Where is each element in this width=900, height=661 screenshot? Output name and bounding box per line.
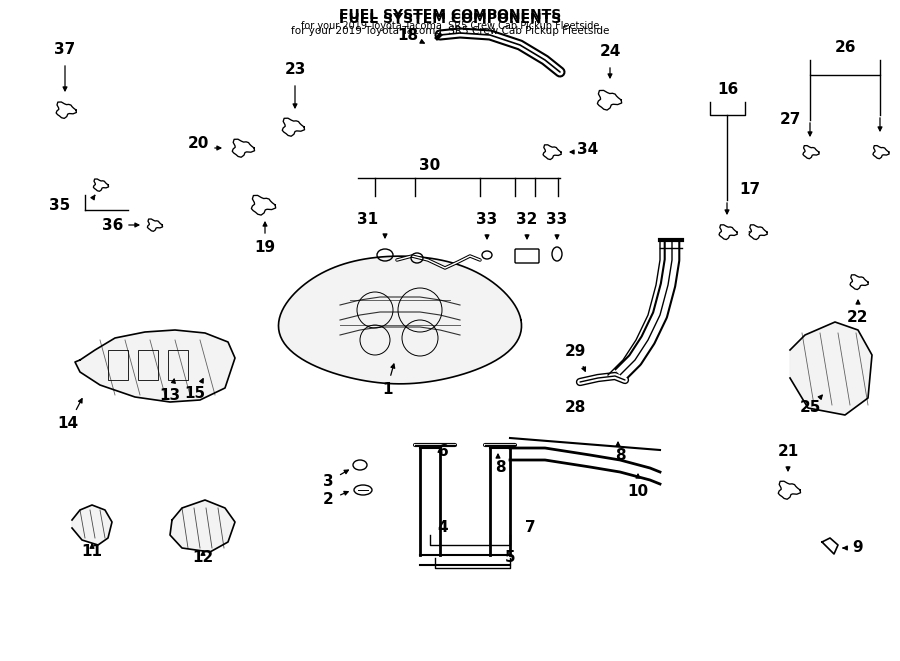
Text: 28: 28 <box>564 399 586 414</box>
Text: FUEL SYSTEM COMPONENTS: FUEL SYSTEM COMPONENTS <box>339 8 561 22</box>
Polygon shape <box>75 330 235 402</box>
Text: 4: 4 <box>437 520 448 535</box>
Polygon shape <box>251 196 275 215</box>
Polygon shape <box>232 139 255 157</box>
Polygon shape <box>72 505 112 545</box>
Text: 22: 22 <box>847 311 868 325</box>
Polygon shape <box>283 118 304 136</box>
Text: 13: 13 <box>159 387 181 403</box>
FancyBboxPatch shape <box>515 249 539 263</box>
Text: 21: 21 <box>778 444 798 459</box>
Polygon shape <box>850 275 868 290</box>
Text: 5: 5 <box>505 551 516 566</box>
Text: 17: 17 <box>740 182 760 198</box>
Text: 8: 8 <box>615 447 626 463</box>
Text: 7: 7 <box>525 520 535 535</box>
Text: 9: 9 <box>852 541 863 555</box>
Polygon shape <box>803 145 819 159</box>
Text: 1: 1 <box>382 383 393 397</box>
Text: for your 2019 Toyota Tacoma  SR5 Crew Cab Pickup Fleetside: for your 2019 Toyota Tacoma SR5 Crew Cab… <box>291 26 609 36</box>
Text: 20: 20 <box>187 136 209 151</box>
Text: 27: 27 <box>779 112 801 128</box>
Polygon shape <box>719 225 737 239</box>
Text: 33: 33 <box>546 212 568 227</box>
Polygon shape <box>148 219 163 231</box>
Text: 14: 14 <box>58 416 78 430</box>
Text: 34: 34 <box>577 143 598 157</box>
Polygon shape <box>56 102 76 118</box>
Polygon shape <box>170 500 235 552</box>
Text: 15: 15 <box>184 385 205 401</box>
Text: 29: 29 <box>564 344 586 360</box>
Text: 6: 6 <box>437 444 448 459</box>
Text: 36: 36 <box>103 217 123 233</box>
Text: 31: 31 <box>357 212 379 227</box>
Text: 33: 33 <box>476 212 498 227</box>
Text: 11: 11 <box>82 545 103 559</box>
Text: 23: 23 <box>284 63 306 77</box>
Text: 37: 37 <box>54 42 76 58</box>
Text: for your 2019 Toyota Tacoma  SR5 Crew Cab Pickup Fleetside: for your 2019 Toyota Tacoma SR5 Crew Cab… <box>301 21 599 31</box>
Text: FUEL SYSTEM COMPONENTS: FUEL SYSTEM COMPONENTS <box>339 12 561 26</box>
Text: 10: 10 <box>627 485 649 500</box>
Text: 19: 19 <box>255 241 275 256</box>
Text: 18: 18 <box>398 28 418 42</box>
Polygon shape <box>278 256 521 384</box>
Polygon shape <box>543 145 562 159</box>
Text: 8: 8 <box>495 461 505 475</box>
Text: 32: 32 <box>517 212 537 227</box>
Polygon shape <box>873 145 889 159</box>
Polygon shape <box>94 179 109 191</box>
Text: 24: 24 <box>599 44 621 59</box>
Text: 30: 30 <box>419 157 441 173</box>
Text: 2: 2 <box>322 492 333 508</box>
Polygon shape <box>598 91 622 110</box>
Text: 35: 35 <box>50 198 70 212</box>
Text: 3: 3 <box>323 475 333 490</box>
Text: 16: 16 <box>717 83 739 98</box>
Polygon shape <box>778 481 800 499</box>
Text: 25: 25 <box>799 401 821 416</box>
Text: 26: 26 <box>834 40 856 56</box>
Polygon shape <box>749 225 768 239</box>
Polygon shape <box>790 322 872 415</box>
Text: 12: 12 <box>193 551 213 566</box>
